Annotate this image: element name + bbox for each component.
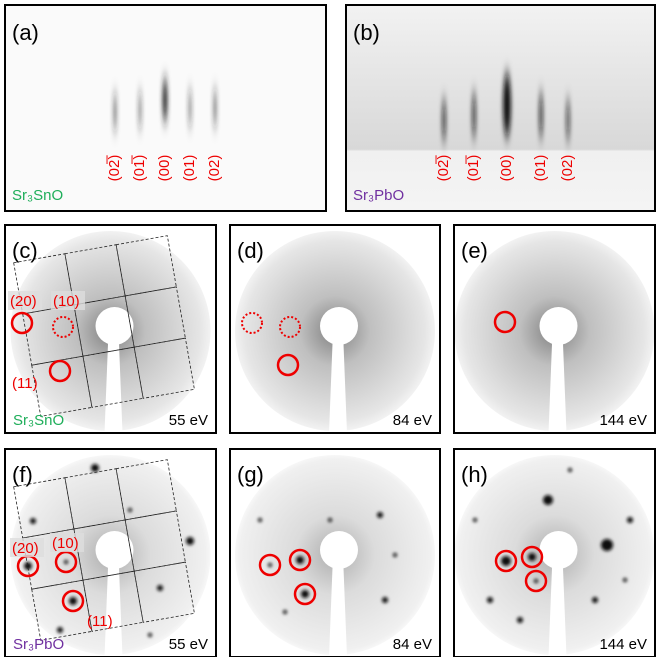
- diffraction-spot: [528, 553, 536, 561]
- energy: 144 eV: [599, 636, 647, 653]
- diffraction-spot: [592, 597, 598, 603]
- index-label: (02̅): [435, 155, 452, 182]
- diffraction-spot: [64, 560, 68, 564]
- leed-panel: (e) 144 eV: [454, 225, 655, 433]
- figure: (a) Sr₃SnO (02̅) (01̅) (00) (01) (02) (b) Sr…: [0, 0, 656, 657]
- diffraction-spot: [283, 610, 287, 614]
- diffraction-spot: [128, 508, 132, 512]
- diffraction-spot: [601, 539, 613, 551]
- spot-label: (11): [12, 375, 38, 392]
- index-label: (02̅): [106, 155, 123, 182]
- panel-label: (e): [461, 238, 488, 263]
- panel-label: (c): [12, 238, 38, 263]
- diffraction-spot: [57, 627, 63, 633]
- spot-label: (11): [87, 613, 113, 630]
- diffraction-spot: [69, 597, 77, 605]
- material: Sr₃SnO: [13, 412, 64, 429]
- panel-label: (g): [237, 462, 264, 487]
- index-label: (01): [532, 155, 549, 182]
- energy: 55 eV: [169, 412, 208, 429]
- energy: 84 eV: [393, 636, 432, 653]
- spot-label: (10): [52, 535, 79, 552]
- energy: 84 eV: [393, 412, 432, 429]
- diffraction-spot: [157, 585, 163, 591]
- energy: 144 eV: [599, 412, 647, 429]
- diffraction-spot: [473, 518, 477, 522]
- diffraction-spot: [543, 495, 553, 505]
- diffraction-spot: [487, 597, 493, 603]
- diffraction-spot: [627, 517, 633, 523]
- spot-label: (20): [12, 540, 39, 557]
- diffraction-spot: [393, 553, 397, 557]
- panel-label: (h): [461, 462, 488, 487]
- page: {"panels":[ {"label":"(a)","material":"S…: [0, 0, 656, 657]
- material: Sr₃PbO: [353, 187, 404, 204]
- diffraction-spot: [30, 518, 36, 524]
- diffraction-spot: [517, 617, 523, 623]
- panel-label: (d): [237, 238, 264, 263]
- material: Sr₃SnO: [12, 187, 63, 204]
- diffraction-spot: [623, 578, 627, 582]
- diffraction-spot: [186, 537, 194, 545]
- leed-panel: (h) 144 eV: [454, 449, 655, 657]
- leed-panel: (g) 84 eV: [230, 449, 440, 657]
- diffraction-spot: [328, 518, 332, 522]
- index-label: (02): [559, 155, 576, 182]
- diffraction-spot: [377, 512, 383, 518]
- leed-panel: (c) 55 eV Sr₃SnO: [5, 225, 216, 433]
- diffraction-spot: [296, 556, 304, 564]
- material: Sr₃PbO: [13, 636, 64, 653]
- spot-label: (10): [53, 293, 80, 310]
- diffraction-spot: [148, 633, 152, 637]
- spot-label: (20): [10, 293, 37, 310]
- panel-label: (b): [353, 20, 380, 45]
- panel-label: (a): [12, 20, 39, 45]
- diffraction-spot: [382, 597, 388, 603]
- panel-label: (f): [12, 462, 33, 487]
- index-label: (02): [206, 155, 223, 182]
- diffraction-spot: [301, 590, 309, 598]
- diffraction-spot: [534, 579, 538, 583]
- index-label: (00): [156, 155, 173, 182]
- leed-panel: (d) 84 eV: [230, 225, 440, 433]
- energy: 55 eV: [169, 636, 208, 653]
- leed-panels: (c) 55 eV Sr₃SnO (d) 84 eV (e) 144 eV (f) 55 eV S…: [5, 225, 655, 657]
- index-label: (00): [498, 155, 515, 182]
- diffraction-spot: [268, 563, 272, 567]
- diffraction-spot: [568, 468, 572, 472]
- diffraction-spot: [91, 464, 99, 472]
- index-label: (01): [181, 155, 198, 182]
- diffraction-spot: [501, 556, 511, 566]
- index-label: (01̅): [131, 155, 148, 182]
- index-label: (01̅): [465, 155, 482, 182]
- diffraction-spot: [258, 518, 262, 522]
